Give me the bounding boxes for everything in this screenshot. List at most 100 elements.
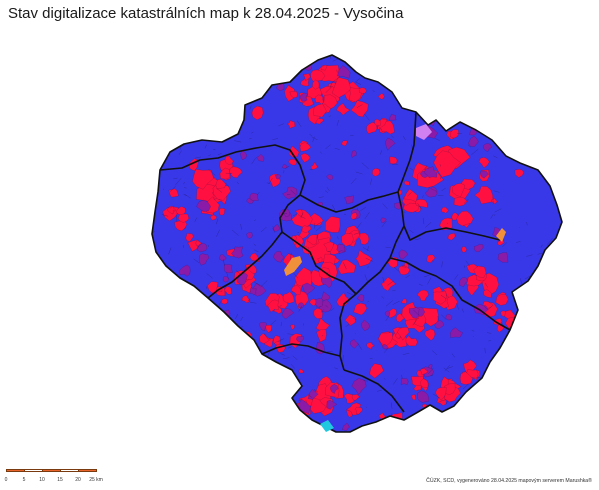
cadastral-area: [356, 294, 365, 302]
cadastral-area: [349, 339, 359, 349]
cadastral-area: [224, 392, 231, 400]
cadastral-area: [281, 430, 288, 432]
cadastral-area: [442, 428, 449, 432]
cadastral-area: [350, 212, 358, 220]
cadastral-area: [309, 298, 317, 307]
parcel-boundary: [204, 144, 207, 149]
parcel-boundary: [422, 195, 424, 198]
cadastral-area: [275, 174, 281, 180]
parcel-boundary: [249, 105, 252, 110]
parcel-boundary: [432, 393, 440, 399]
parcel-boundary: [430, 409, 433, 412]
parcel-boundary: [225, 182, 229, 187]
cadastral-area: [237, 272, 248, 285]
map-title: Stav digitalizace katastrálních map k 28…: [8, 5, 404, 22]
parcel-boundary: [391, 135, 394, 139]
parcel-boundary: [175, 178, 182, 186]
parcel-boundary: [441, 187, 446, 192]
parcel-boundary: [186, 75, 191, 80]
parcel-boundary: [491, 388, 495, 395]
parcel-boundary: [298, 398, 303, 402]
parcel-boundary: [428, 367, 434, 374]
cadastral-area: [331, 77, 352, 98]
cadastral-area: [516, 322, 531, 334]
cadastral-area: [385, 137, 396, 151]
parcel-boundary: [278, 338, 285, 342]
parcel-boundary: [272, 138, 279, 140]
cadastral-area: [323, 241, 334, 253]
parcel-boundary: [235, 313, 239, 319]
parcel-boundary: [441, 261, 443, 268]
cadastral-area: [165, 279, 173, 288]
parcel-boundary: [495, 134, 499, 138]
cadastral-area: [555, 106, 562, 120]
cadastral-area: [342, 422, 350, 431]
district-border-jihlava-south: [281, 231, 357, 295]
cadastral-area: [350, 100, 369, 118]
parcel-boundary: [451, 353, 455, 358]
cadastral-area: [525, 292, 533, 299]
cadastral-area: [219, 167, 231, 180]
cadastral-area: [411, 394, 417, 401]
parcel-boundary: [357, 343, 363, 351]
parcel-boundary: [504, 136, 507, 140]
cadastral-area: [355, 249, 373, 267]
parcel-boundary: [253, 249, 259, 253]
cadastral-area: [285, 426, 292, 432]
parcel-boundary: [208, 168, 216, 176]
parcel-boundary: [240, 326, 243, 328]
cadastral-area: [215, 178, 227, 190]
cadastral-area: [163, 383, 168, 389]
parcel-boundary: [490, 213, 494, 219]
cadastral-area: [164, 101, 170, 108]
parcel-boundary: [199, 321, 203, 324]
cadastral-area: [388, 113, 397, 121]
parcel-boundary: [427, 277, 432, 285]
parcel-boundary: [217, 100, 220, 106]
cadastral-area: [337, 65, 351, 79]
parcel-boundary: [423, 165, 428, 171]
parcel-boundary: [266, 182, 270, 184]
parcel-boundary: [216, 188, 223, 193]
cadastral-area: [226, 414, 239, 427]
parcel-boundary: [178, 150, 182, 155]
cadastral-area: [309, 398, 327, 414]
cadastral-area: [445, 313, 453, 321]
parcel-boundary: [415, 78, 419, 80]
cadastral-area: [246, 197, 254, 204]
parcel-boundary: [174, 107, 178, 109]
parcel-boundary: [259, 422, 263, 424]
parcel-boundary: [278, 404, 281, 409]
map-credit: ČÚZK, SCD, vygenerováno 28.04.2025 mapov…: [426, 478, 592, 484]
parcel-boundary: [471, 64, 474, 71]
parcel-boundary: [328, 115, 332, 117]
cadastral-area: [336, 243, 346, 252]
cadastral-area: [298, 302, 305, 309]
cadastral-area: [220, 422, 232, 432]
cadastral-area: [272, 224, 281, 232]
parcel-boundary: [434, 138, 440, 141]
cadastral-area: [459, 276, 468, 287]
parcel-boundary: [475, 418, 482, 421]
cadastral-area: [372, 55, 383, 63]
parcel-boundary: [205, 286, 208, 289]
cadastral-area: [453, 196, 468, 207]
parcel-boundary: [268, 386, 274, 390]
cadastral-area: [273, 251, 285, 263]
parcel-boundary: [253, 243, 256, 247]
parcel-boundary: [325, 144, 331, 149]
parcel-boundary: [236, 181, 239, 185]
parcel-boundary: [203, 71, 207, 75]
parcel-boundary: [432, 350, 438, 356]
parcel-boundary: [253, 281, 261, 287]
cadastral-area: [426, 254, 436, 264]
parcel-boundary: [184, 187, 187, 189]
cadastral-area: [559, 339, 562, 346]
parcel-boundary: [315, 221, 322, 227]
cadastral-area: [452, 182, 466, 198]
parcel-boundary: [271, 381, 276, 385]
cadastral-area: [400, 298, 407, 304]
parcel-boundary: [432, 60, 435, 64]
parcel-boundary: [492, 124, 497, 130]
parcel-boundary: [226, 272, 229, 280]
